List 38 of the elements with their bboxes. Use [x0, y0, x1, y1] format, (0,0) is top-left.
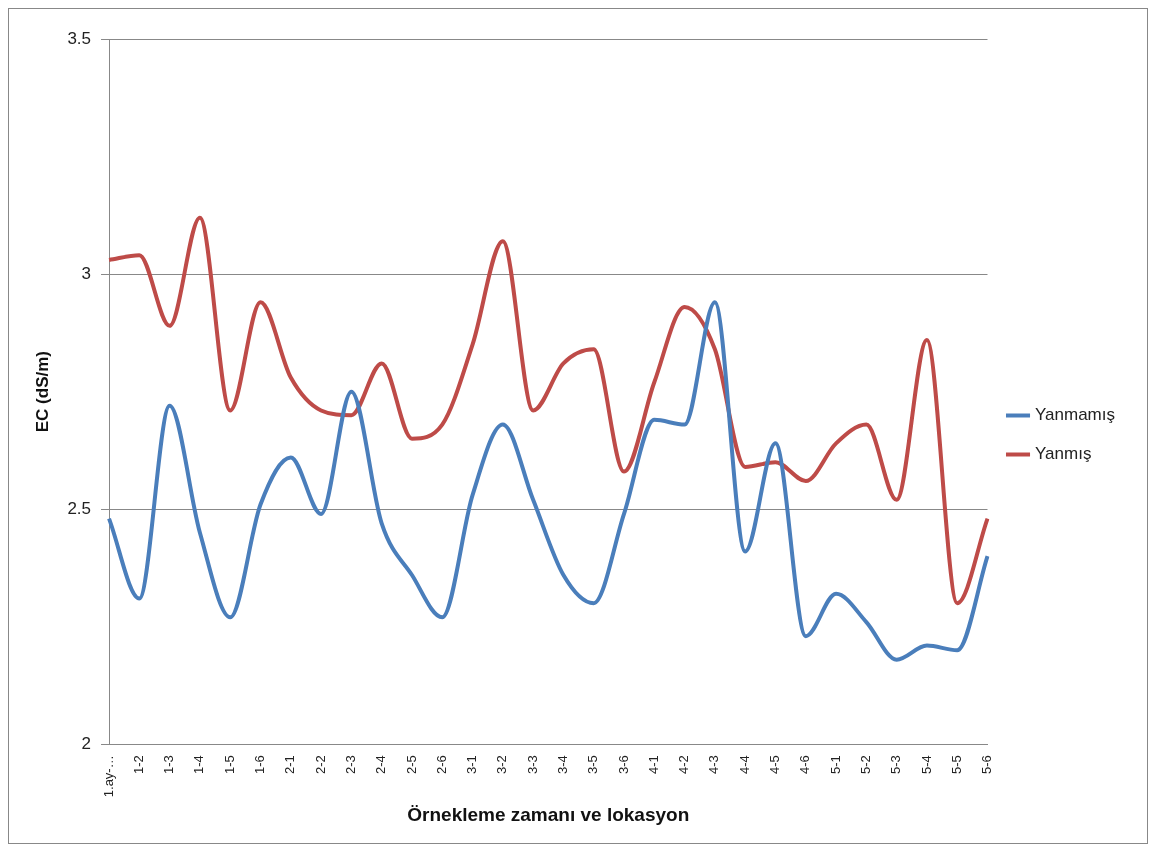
x-tick-label: 2-3	[342, 755, 358, 775]
x-tick-label: 1-6	[252, 755, 268, 775]
x-tick-label: 5-3	[888, 755, 904, 775]
x-tick-label: 4-3	[706, 755, 722, 775]
x-tick-label: 5-1	[827, 755, 843, 775]
x-tick-label: 3-6	[615, 755, 631, 775]
x-tick-label: 4-1	[645, 755, 661, 775]
x-tick-label: 3-2	[494, 755, 510, 775]
x-tick-label: 5-6	[979, 755, 995, 775]
x-tick-label: 2-4	[373, 755, 389, 775]
legend-label: Yanmış	[1035, 444, 1092, 464]
x-axis-title: Örnekleme zamanı ve lokasyon	[407, 803, 690, 825]
y-axis-title: EC (dS/m)	[32, 351, 52, 433]
x-tick-label: 3-5	[585, 755, 601, 775]
y-tick-label: 3.5	[67, 28, 92, 48]
x-tick-label: 2-6	[433, 755, 449, 775]
x-tick-label: 1-4	[191, 755, 207, 775]
y-tick-label: 3	[81, 263, 92, 283]
y-tick-label: 2	[81, 733, 92, 753]
x-tick-label: 2-1	[282, 755, 298, 775]
x-tick-label: 5-5	[948, 755, 964, 775]
x-tick-label: 4-2	[676, 755, 692, 775]
legend-label: Yanmamış	[1035, 405, 1116, 425]
x-tick-label: 1-2	[130, 755, 146, 775]
x-tick-label: 1-3	[161, 755, 177, 775]
x-tick-label: 5-2	[857, 755, 873, 775]
x-tick-label: 3-1	[464, 755, 480, 775]
x-tick-label: 2-2	[312, 755, 328, 775]
x-tick-label: 4-5	[767, 755, 783, 775]
x-tick-label: 2-5	[403, 755, 419, 775]
x-tick-label: 5-4	[918, 755, 934, 775]
x-tick-label: 4-4	[736, 755, 752, 775]
x-tick-label: 4-6	[797, 755, 813, 775]
x-tick-label: 1-5	[221, 755, 237, 775]
x-tick-label: 1.ay-…	[100, 755, 116, 798]
y-tick-label: 2.5	[67, 498, 92, 518]
x-tick-label: 3-4	[555, 755, 570, 775]
x-tick-label: 3-3	[524, 755, 540, 775]
